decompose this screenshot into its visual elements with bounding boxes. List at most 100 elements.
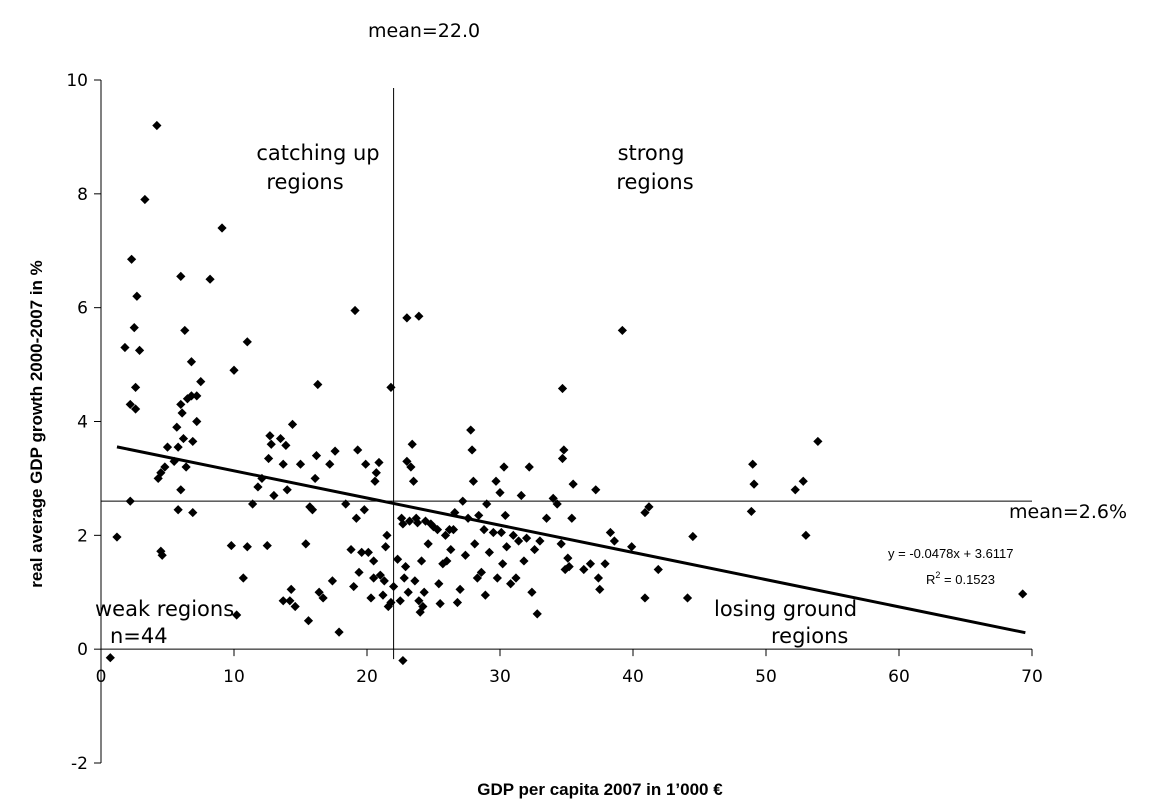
data-point xyxy=(524,462,534,472)
data-point xyxy=(334,627,344,637)
data-point xyxy=(178,433,189,444)
data-point xyxy=(238,573,248,583)
data-point xyxy=(287,419,298,429)
quadrant-label-weak-line1: weak regions xyxy=(95,597,234,621)
data-point xyxy=(172,422,182,432)
data-point xyxy=(370,476,380,486)
data-point xyxy=(327,576,338,586)
data-point xyxy=(386,597,396,608)
data-point xyxy=(381,542,391,552)
x-tick-label: 70 xyxy=(1021,667,1043,687)
data-point xyxy=(476,567,486,577)
data-point xyxy=(617,325,627,336)
data-point xyxy=(162,442,173,452)
data-point xyxy=(374,457,384,468)
data-point xyxy=(188,507,198,518)
data-point xyxy=(466,425,476,435)
data-point xyxy=(407,439,417,449)
data-point xyxy=(564,562,574,572)
data-point xyxy=(452,597,463,608)
data-point xyxy=(242,337,252,347)
data-point xyxy=(682,593,693,603)
data-point xyxy=(468,476,478,486)
data-point xyxy=(492,573,502,583)
y-tick-label: 10 xyxy=(66,71,88,91)
data-point xyxy=(556,539,566,549)
data-point xyxy=(285,596,295,606)
data-point xyxy=(176,271,186,281)
data-point xyxy=(418,601,428,612)
data-point xyxy=(499,462,509,472)
data-point xyxy=(290,601,300,612)
data-point xyxy=(378,590,388,600)
data-point xyxy=(798,476,808,486)
data-point xyxy=(330,446,340,456)
data-point xyxy=(112,532,122,542)
data-point xyxy=(232,610,242,620)
x-tick-label: 0 xyxy=(96,667,107,687)
data-point xyxy=(130,404,141,414)
data-point xyxy=(192,416,202,427)
data-point xyxy=(173,442,183,452)
data-point xyxy=(186,391,197,401)
data-point xyxy=(579,564,589,575)
data-point xyxy=(196,377,206,387)
data-point xyxy=(560,564,570,575)
data-point xyxy=(160,462,170,472)
data-point xyxy=(357,547,367,558)
y-axis-title: real average GDP growth 2000-2007 in % xyxy=(27,260,46,588)
data-point xyxy=(498,559,508,569)
data-point xyxy=(226,540,236,551)
data-point xyxy=(120,342,130,353)
data-point xyxy=(400,562,411,572)
data-point xyxy=(366,593,376,603)
x-tick-label: 50 xyxy=(755,667,777,687)
data-point xyxy=(173,505,183,515)
data-point xyxy=(286,584,296,595)
data-point xyxy=(402,456,412,466)
data-point xyxy=(176,485,186,495)
data-point xyxy=(301,539,311,549)
y-tick-label: -2 xyxy=(71,754,88,774)
data-point xyxy=(627,542,637,552)
quadrant-label-losing-line2: regions xyxy=(771,624,848,648)
data-point xyxy=(644,502,654,512)
data-point xyxy=(177,408,187,418)
quadrant-label-strong-line1: strong xyxy=(618,141,685,165)
data-point xyxy=(506,579,516,589)
data-point xyxy=(392,554,403,564)
data-point xyxy=(420,516,431,526)
data-point xyxy=(585,559,596,569)
data-point xyxy=(157,550,167,560)
data-point xyxy=(180,325,190,336)
data-point xyxy=(382,530,392,540)
data-point xyxy=(192,391,202,401)
data-point xyxy=(229,365,239,375)
quadrant-label-catching-up-line1: catching up xyxy=(256,141,379,165)
data-point xyxy=(600,559,610,569)
r-squared-label: R2 = 0.1523 xyxy=(926,570,995,587)
y-tick-label: 2 xyxy=(77,526,88,546)
data-point xyxy=(181,462,191,472)
data-point xyxy=(567,513,577,523)
data-point xyxy=(125,496,135,506)
x-tick-label: 20 xyxy=(356,667,378,687)
data-point xyxy=(426,519,436,529)
data-point xyxy=(408,476,419,486)
x-tick-label: 40 xyxy=(622,667,644,687)
data-point xyxy=(460,550,471,560)
data-point xyxy=(563,553,573,563)
data-point xyxy=(593,573,604,583)
data-point xyxy=(399,573,409,583)
data-point xyxy=(474,510,484,521)
data-point xyxy=(354,567,364,577)
data-point xyxy=(605,527,615,538)
data-point xyxy=(152,120,162,131)
data-point xyxy=(371,468,381,478)
data-point xyxy=(484,547,494,558)
data-point xyxy=(467,445,477,455)
data-point xyxy=(491,476,501,486)
data-point xyxy=(519,556,529,566)
data-point xyxy=(132,291,142,301)
mean-y-label: mean=2.6% xyxy=(1009,501,1127,523)
